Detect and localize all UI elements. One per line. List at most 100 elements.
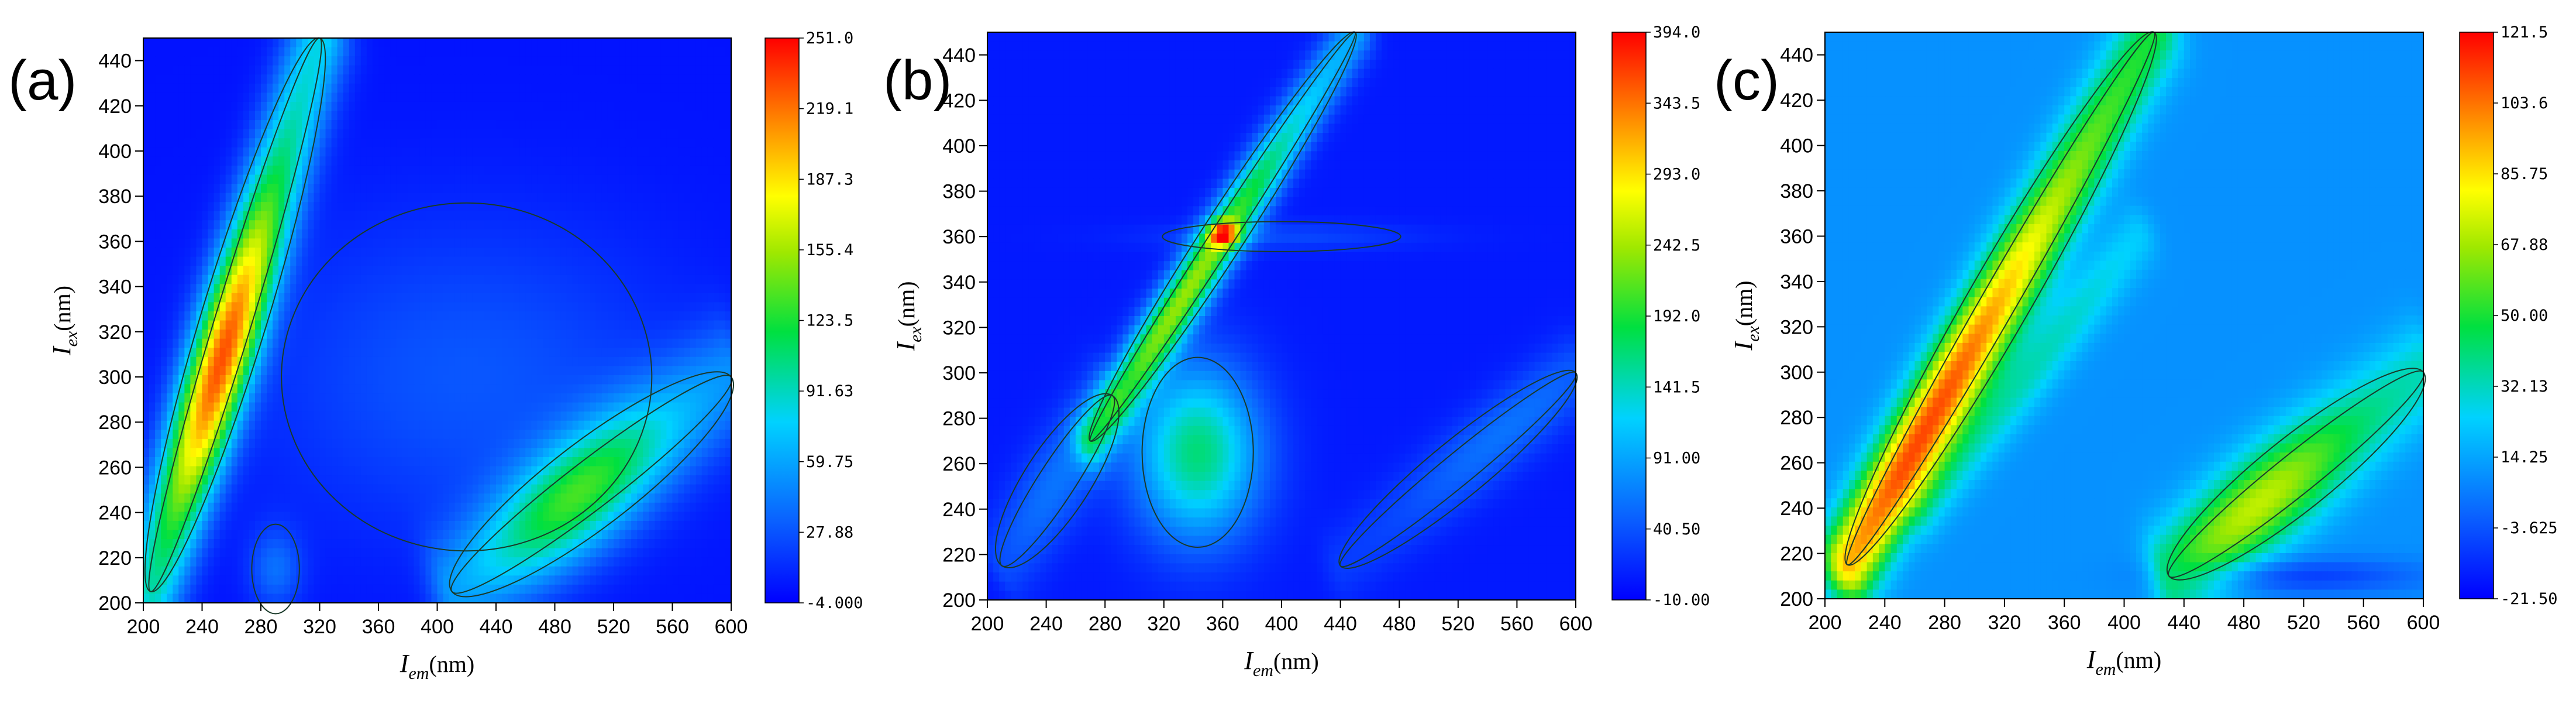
heatmap-cell xyxy=(601,420,608,431)
heatmap-cell xyxy=(701,38,708,48)
heatmap-cell xyxy=(484,147,491,157)
heatmap-cell xyxy=(178,266,185,276)
heatmap-cell xyxy=(237,420,244,431)
heatmap-cell xyxy=(607,420,614,431)
heatmap-cell xyxy=(237,293,244,303)
heatmap-cell xyxy=(466,356,473,367)
heatmap-cell xyxy=(261,147,267,157)
heatmap-cell xyxy=(190,293,197,303)
heatmap-cell xyxy=(490,211,497,221)
heatmap-cell xyxy=(337,275,344,285)
heatmap-cell xyxy=(508,256,514,266)
heatmap-cell xyxy=(531,320,538,330)
heatmap-cell xyxy=(243,338,250,348)
heatmap-cell xyxy=(537,384,544,394)
heatmap-cell xyxy=(490,83,497,94)
heatmap-cell xyxy=(560,384,567,394)
heatmap-cell xyxy=(225,229,232,239)
heatmap-cell xyxy=(225,384,232,394)
heatmap-cell xyxy=(701,302,708,312)
heatmap-cell xyxy=(372,330,379,339)
heatmap-cell xyxy=(314,129,321,139)
heatmap-cell xyxy=(155,83,161,94)
heatmap-cell xyxy=(360,411,367,421)
heatmap-cell xyxy=(531,83,538,94)
heatmap-cell xyxy=(514,266,520,276)
heatmap-cell xyxy=(478,202,485,212)
heatmap-cell xyxy=(267,338,273,348)
heatmap-cell xyxy=(643,56,650,66)
heatmap-cell xyxy=(566,83,573,94)
heatmap-cell xyxy=(231,438,238,449)
heatmap-cell xyxy=(149,129,156,139)
heatmap-cell xyxy=(531,247,538,258)
heatmap-cell xyxy=(660,193,667,203)
heatmap-cell xyxy=(278,438,285,449)
heatmap-cell xyxy=(460,348,467,358)
heatmap-cell xyxy=(707,348,714,358)
heatmap-cell xyxy=(660,92,667,102)
heatmap-cell xyxy=(572,211,579,221)
heatmap-cell xyxy=(684,129,691,139)
heatmap-cell xyxy=(425,120,432,130)
heatmap-cell xyxy=(396,92,402,102)
heatmap-cell xyxy=(402,184,409,194)
heatmap-cell xyxy=(543,302,550,312)
heatmap-cell xyxy=(278,92,285,102)
heatmap-cell xyxy=(425,348,432,358)
heatmap-cell xyxy=(390,420,397,431)
heatmap-cell xyxy=(472,420,479,431)
heatmap-cell xyxy=(478,56,485,66)
heatmap-cell xyxy=(508,302,514,312)
heatmap-cell xyxy=(649,457,656,467)
heatmap-cell xyxy=(273,430,279,440)
heatmap-cell xyxy=(190,302,197,312)
heatmap-cell xyxy=(349,65,356,76)
heatmap-cell xyxy=(666,129,673,139)
heatmap-cell xyxy=(202,375,209,385)
heatmap-cell xyxy=(460,211,467,221)
heatmap-cell xyxy=(713,266,720,276)
heatmap-cell xyxy=(572,202,579,212)
heatmap-cell xyxy=(431,402,438,412)
heatmap-cell xyxy=(390,138,397,148)
heatmap-cell xyxy=(249,384,256,394)
heatmap-cell xyxy=(460,165,467,176)
heatmap-cell xyxy=(472,266,479,276)
heatmap-cell xyxy=(508,438,514,449)
heatmap-cell xyxy=(161,293,167,303)
heatmap-cell xyxy=(167,120,174,130)
heatmap-cell xyxy=(695,220,702,230)
heatmap-cell xyxy=(508,220,514,230)
heatmap-cell xyxy=(466,156,473,166)
heatmap-cell xyxy=(366,356,373,367)
heatmap-cell xyxy=(484,101,491,112)
heatmap-cell xyxy=(343,438,350,449)
heatmap-cell xyxy=(419,338,426,348)
heatmap-cell xyxy=(354,138,361,148)
heatmap-cell xyxy=(584,375,591,385)
heatmap-cell xyxy=(678,356,685,367)
heatmap-cell xyxy=(502,120,508,130)
heatmap-cell xyxy=(319,293,326,303)
heatmap-cell xyxy=(443,138,450,148)
heatmap-cell xyxy=(155,375,161,385)
heatmap-cell xyxy=(631,129,638,139)
heatmap-cell xyxy=(719,430,726,440)
heatmap-cell xyxy=(713,193,720,203)
heatmap-cell xyxy=(519,384,526,394)
heatmap-cell xyxy=(261,229,267,239)
heatmap-cell xyxy=(349,247,356,258)
heatmap-cell xyxy=(478,256,485,266)
heatmap-cell xyxy=(349,211,356,221)
heatmap-cell xyxy=(619,384,626,394)
heatmap-cell xyxy=(337,138,344,148)
heatmap-cell xyxy=(690,92,697,102)
heatmap-cell xyxy=(484,338,491,348)
heatmap-cell xyxy=(402,111,409,121)
heatmap-cell xyxy=(549,393,556,403)
heatmap-cell xyxy=(360,147,367,157)
heatmap-cell xyxy=(419,174,426,184)
heatmap-cell xyxy=(713,411,720,421)
heatmap-cell xyxy=(284,275,291,285)
